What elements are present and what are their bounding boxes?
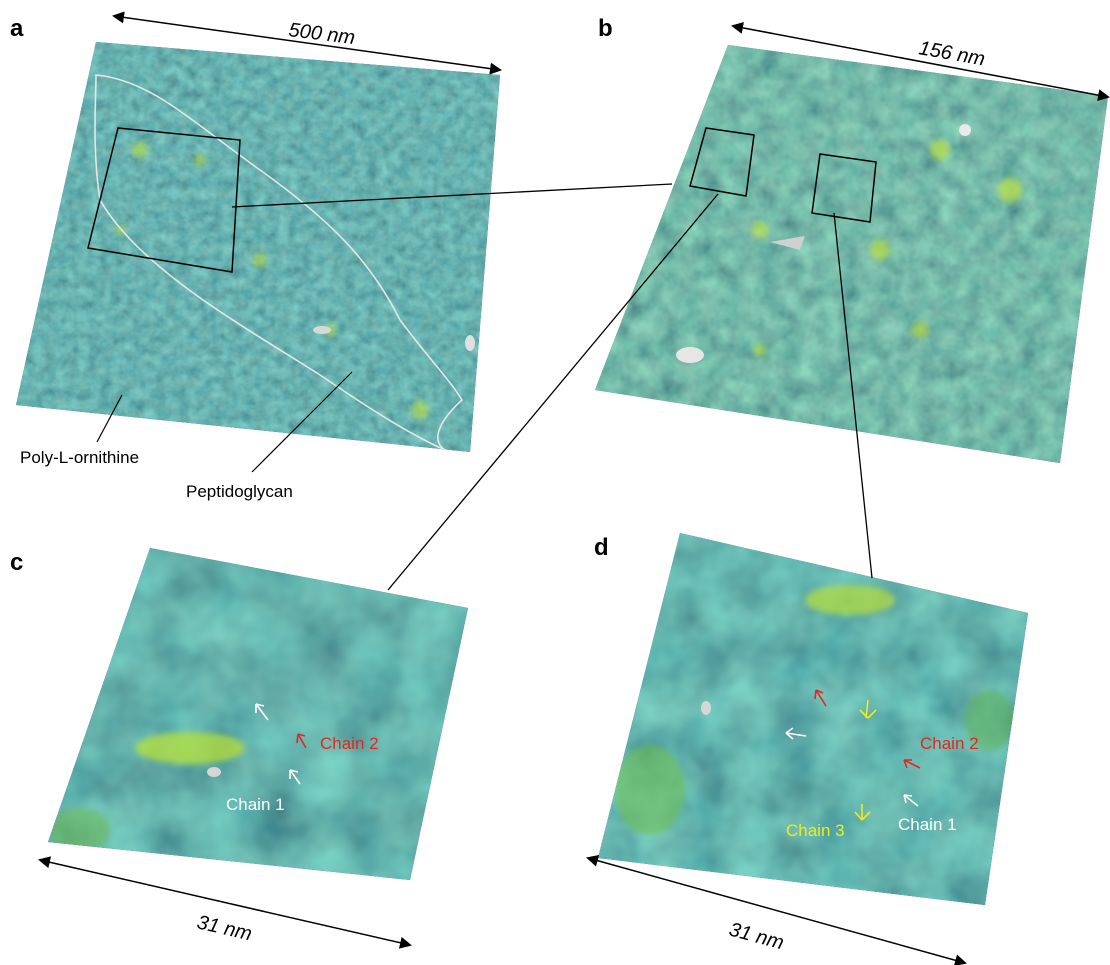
callout-poly-l-ornithine: Poly-L-ornithine xyxy=(20,448,139,467)
connector-lines xyxy=(231,183,873,591)
chain-1-label-d: Chain 1 xyxy=(898,815,957,834)
chain-3-label-d: Chain 3 xyxy=(786,821,845,840)
scale-label-b: 156 nm xyxy=(917,37,987,70)
scale-arrow-b xyxy=(731,21,1110,102)
panel-a-surface xyxy=(0,0,500,452)
scale-label-d: 31 nm xyxy=(727,919,786,955)
callout-line-pepti xyxy=(251,371,353,473)
panel-letter-a: a xyxy=(10,15,24,42)
callout-line-poly xyxy=(96,394,123,443)
scale-arrow-d xyxy=(586,854,967,965)
panel-d-surface xyxy=(598,533,1028,905)
scale-arrow-c xyxy=(38,856,412,949)
panel-letter-b: b xyxy=(598,15,613,42)
scale-label-c: 31 nm xyxy=(195,911,254,945)
panel-letter-c: c xyxy=(10,549,23,576)
chain-arrows-c xyxy=(255,703,307,785)
panel-c-surface xyxy=(48,548,468,880)
scale-label-a: 500 nm xyxy=(287,19,356,49)
chain-2-label-d: Chain 2 xyxy=(920,734,979,753)
panel-b-zoom-box-left xyxy=(689,127,755,197)
panel-b-zoom-box-right xyxy=(811,153,877,223)
scale-arrow-a xyxy=(112,11,502,75)
panel-a-zoom-box xyxy=(0,0,1,1)
chain-arrows-d xyxy=(785,689,921,821)
chain-2-label-c: Chain 2 xyxy=(320,734,379,753)
panel-letter-d: d xyxy=(594,534,609,561)
callout-peptidoglycan: Peptidoglycan xyxy=(186,482,293,501)
chain-1-label-c: Chain 1 xyxy=(226,795,285,814)
peptidoglycan-outline xyxy=(94,74,464,451)
